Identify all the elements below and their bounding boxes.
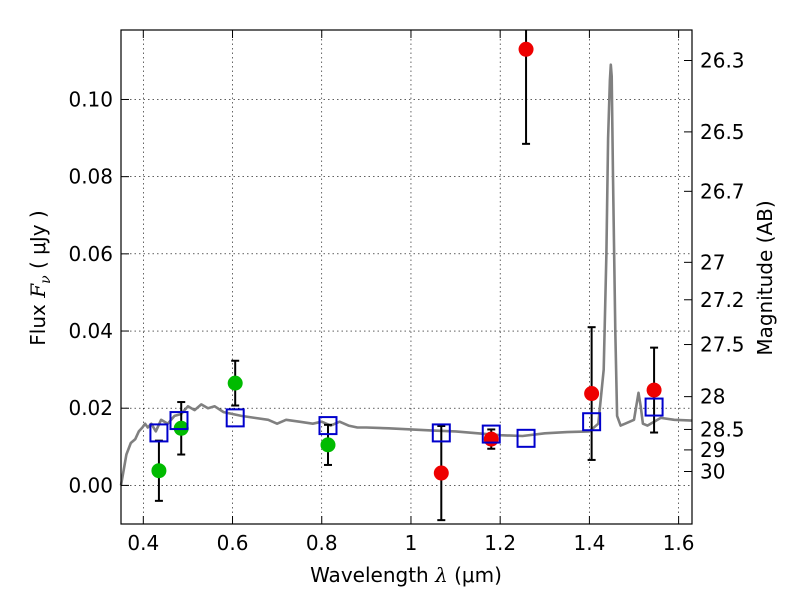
model-spectrum-line xyxy=(119,63,693,486)
y-axis-right-label: Magnitude (AB) xyxy=(753,200,777,355)
model-photometry-square xyxy=(149,423,169,443)
red-data-point xyxy=(584,386,600,402)
red-data-point xyxy=(518,41,534,57)
y-tick-label: 0.08 xyxy=(68,165,113,189)
right-tick-label: 27.5 xyxy=(700,333,745,357)
model-photometry-square xyxy=(431,423,451,443)
right-tick-label: 26.7 xyxy=(700,179,745,203)
model-photometry-square xyxy=(644,397,664,417)
green-data-point xyxy=(151,463,167,479)
right-tick-label: 27.2 xyxy=(700,288,745,312)
x-tick-label: 1.6 xyxy=(663,531,695,555)
green-data-point xyxy=(320,437,336,453)
x-tick-label: 1.2 xyxy=(484,531,516,555)
right-tick-label: 27 xyxy=(700,250,725,274)
right-tick-label: 28.5 xyxy=(700,417,745,441)
right-tick-label: 26.3 xyxy=(700,48,745,72)
model-photometry-square xyxy=(516,428,536,448)
right-tick-label: 26.5 xyxy=(700,120,745,144)
model-photometry-square xyxy=(481,424,501,444)
spectrum-layer xyxy=(119,63,693,486)
x-tick-label: 1.4 xyxy=(573,531,605,555)
x-axis-label: Wavelength λ (μm) xyxy=(310,563,502,587)
red-data-point xyxy=(646,382,662,398)
tick-layer: 0.4 0.6 0.8 1 1.2 1.4 1.6 0.00 0.02 0.04 0.06 0.08 0… xyxy=(68,30,745,555)
model-photometry-square xyxy=(225,408,245,428)
y-tick-label: 0.00 xyxy=(68,473,113,497)
y-axis-label: Flux Fν ( μJy ) xyxy=(26,210,54,345)
model-photometry-square xyxy=(318,416,338,436)
model-photometry-square xyxy=(169,411,189,431)
y-tick-label: 0.02 xyxy=(68,396,113,420)
y-tick-label: 0.06 xyxy=(68,242,113,266)
grid-layer xyxy=(121,30,692,524)
model-photometry-square xyxy=(582,412,602,432)
x-tick-label: 1 xyxy=(405,531,418,555)
right-tick-label: 28 xyxy=(700,385,725,409)
y-tick-label: 0.10 xyxy=(68,87,113,111)
green-data-point xyxy=(227,375,243,391)
x-tick-label: 0.6 xyxy=(217,531,249,555)
x-tick-label: 0.4 xyxy=(127,531,159,555)
red-data-point xyxy=(433,465,449,481)
y-tick-label: 0.04 xyxy=(68,319,113,343)
plot-frame xyxy=(120,29,693,525)
marker-layer xyxy=(149,41,664,481)
red-data-point xyxy=(483,431,499,447)
right-tick-label: 30 xyxy=(700,460,725,484)
x-tick-label: 0.8 xyxy=(306,531,338,555)
errorbar-layer xyxy=(154,30,659,522)
right-tick-label: 29 xyxy=(700,438,725,462)
